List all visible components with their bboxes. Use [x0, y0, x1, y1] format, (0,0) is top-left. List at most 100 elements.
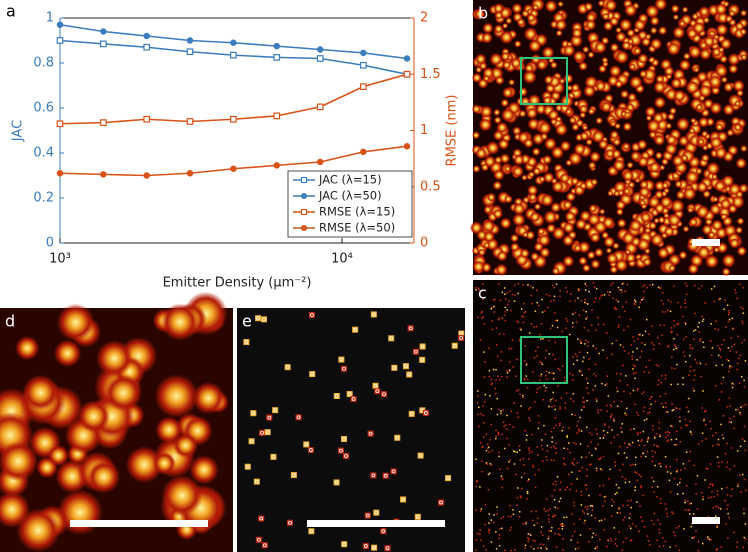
speckle — [476, 402, 479, 404]
speckle — [704, 424, 707, 426]
speckle — [483, 436, 485, 438]
speckle — [730, 365, 733, 368]
speckle — [309, 529, 314, 534]
speckle — [701, 153, 710, 163]
speckle — [523, 302, 525, 305]
speckle — [639, 356, 641, 358]
speckle — [638, 186, 651, 198]
speckle — [663, 324, 665, 327]
speckle — [525, 521, 528, 523]
speckle — [732, 531, 735, 534]
speckle — [611, 498, 613, 501]
speckle — [697, 443, 700, 445]
marker — [230, 51, 237, 59]
speckle — [373, 383, 378, 388]
speckle — [0, 441, 39, 482]
speckle — [614, 543, 616, 545]
x-tick-label: 10⁴ — [331, 252, 353, 267]
speckle — [629, 219, 643, 233]
speckle — [673, 324, 676, 327]
speckle — [491, 449, 493, 452]
speckle — [704, 302, 707, 304]
speckle — [642, 296, 645, 299]
speckle — [500, 410, 502, 412]
speckle — [705, 409, 707, 412]
speckle — [645, 4, 660, 19]
speckle — [689, 354, 691, 357]
speckle — [587, 445, 589, 448]
speckle — [614, 306, 616, 309]
speckle — [635, 472, 638, 474]
speckle — [659, 434, 661, 436]
speckle — [743, 536, 746, 539]
speckle — [619, 289, 621, 291]
speckle — [537, 517, 539, 520]
speckle — [259, 429, 266, 436]
legend-box — [287, 170, 413, 238]
speckle — [528, 478, 530, 481]
speckle — [548, 521, 550, 523]
speckle — [481, 32, 493, 44]
roi-box — [520, 57, 568, 105]
speckle — [577, 547, 580, 549]
speckle — [673, 367, 676, 370]
speckle — [496, 506, 498, 508]
speckle — [547, 306, 549, 309]
speckle — [370, 311, 377, 318]
speckle — [514, 294, 516, 296]
speckle — [717, 354, 720, 357]
speckle — [478, 118, 493, 132]
speckle — [702, 16, 710, 24]
speckle — [695, 493, 697, 495]
speckle — [742, 546, 745, 549]
speckle — [600, 409, 603, 411]
speckle — [483, 322, 486, 325]
speckle — [487, 473, 490, 476]
speckle — [725, 358, 728, 361]
speckle — [569, 293, 572, 296]
speckle — [446, 476, 450, 481]
speckle — [497, 283, 500, 285]
speckle — [743, 478, 746, 481]
speckle — [477, 413, 479, 416]
speckle — [583, 84, 596, 98]
speckle — [621, 431, 623, 433]
speckle — [341, 435, 348, 442]
speckle — [647, 412, 649, 414]
speckle — [555, 104, 563, 112]
speckle — [483, 155, 496, 168]
speckle — [648, 221, 657, 230]
speckle — [699, 338, 702, 340]
speckle — [586, 303, 589, 305]
speckle — [553, 515, 556, 518]
speckle — [339, 357, 344, 362]
speckle — [544, 75, 554, 85]
speckle — [614, 308, 616, 310]
speckle — [540, 547, 542, 549]
speckle — [744, 538, 747, 540]
speckle — [476, 480, 478, 482]
speckle — [742, 308, 744, 310]
speckle — [523, 27, 538, 41]
speckle — [566, 320, 569, 323]
speckle — [125, 446, 163, 484]
speckle — [711, 173, 718, 181]
speckle — [540, 526, 543, 528]
speckle — [417, 452, 424, 459]
speckle — [495, 437, 497, 440]
speckle — [551, 405, 553, 408]
speckle — [584, 2, 594, 12]
speckle — [545, 375, 547, 377]
speckle — [588, 452, 591, 454]
speckle — [712, 434, 714, 437]
speckle — [602, 484, 605, 487]
speckle — [661, 375, 663, 377]
speckle — [632, 336, 634, 338]
speckle — [631, 523, 634, 525]
speckle — [475, 289, 477, 291]
speckle — [658, 532, 661, 534]
speckle — [653, 491, 655, 493]
speckle — [702, 341, 704, 343]
speckle — [611, 429, 613, 431]
speckle — [693, 338, 695, 340]
